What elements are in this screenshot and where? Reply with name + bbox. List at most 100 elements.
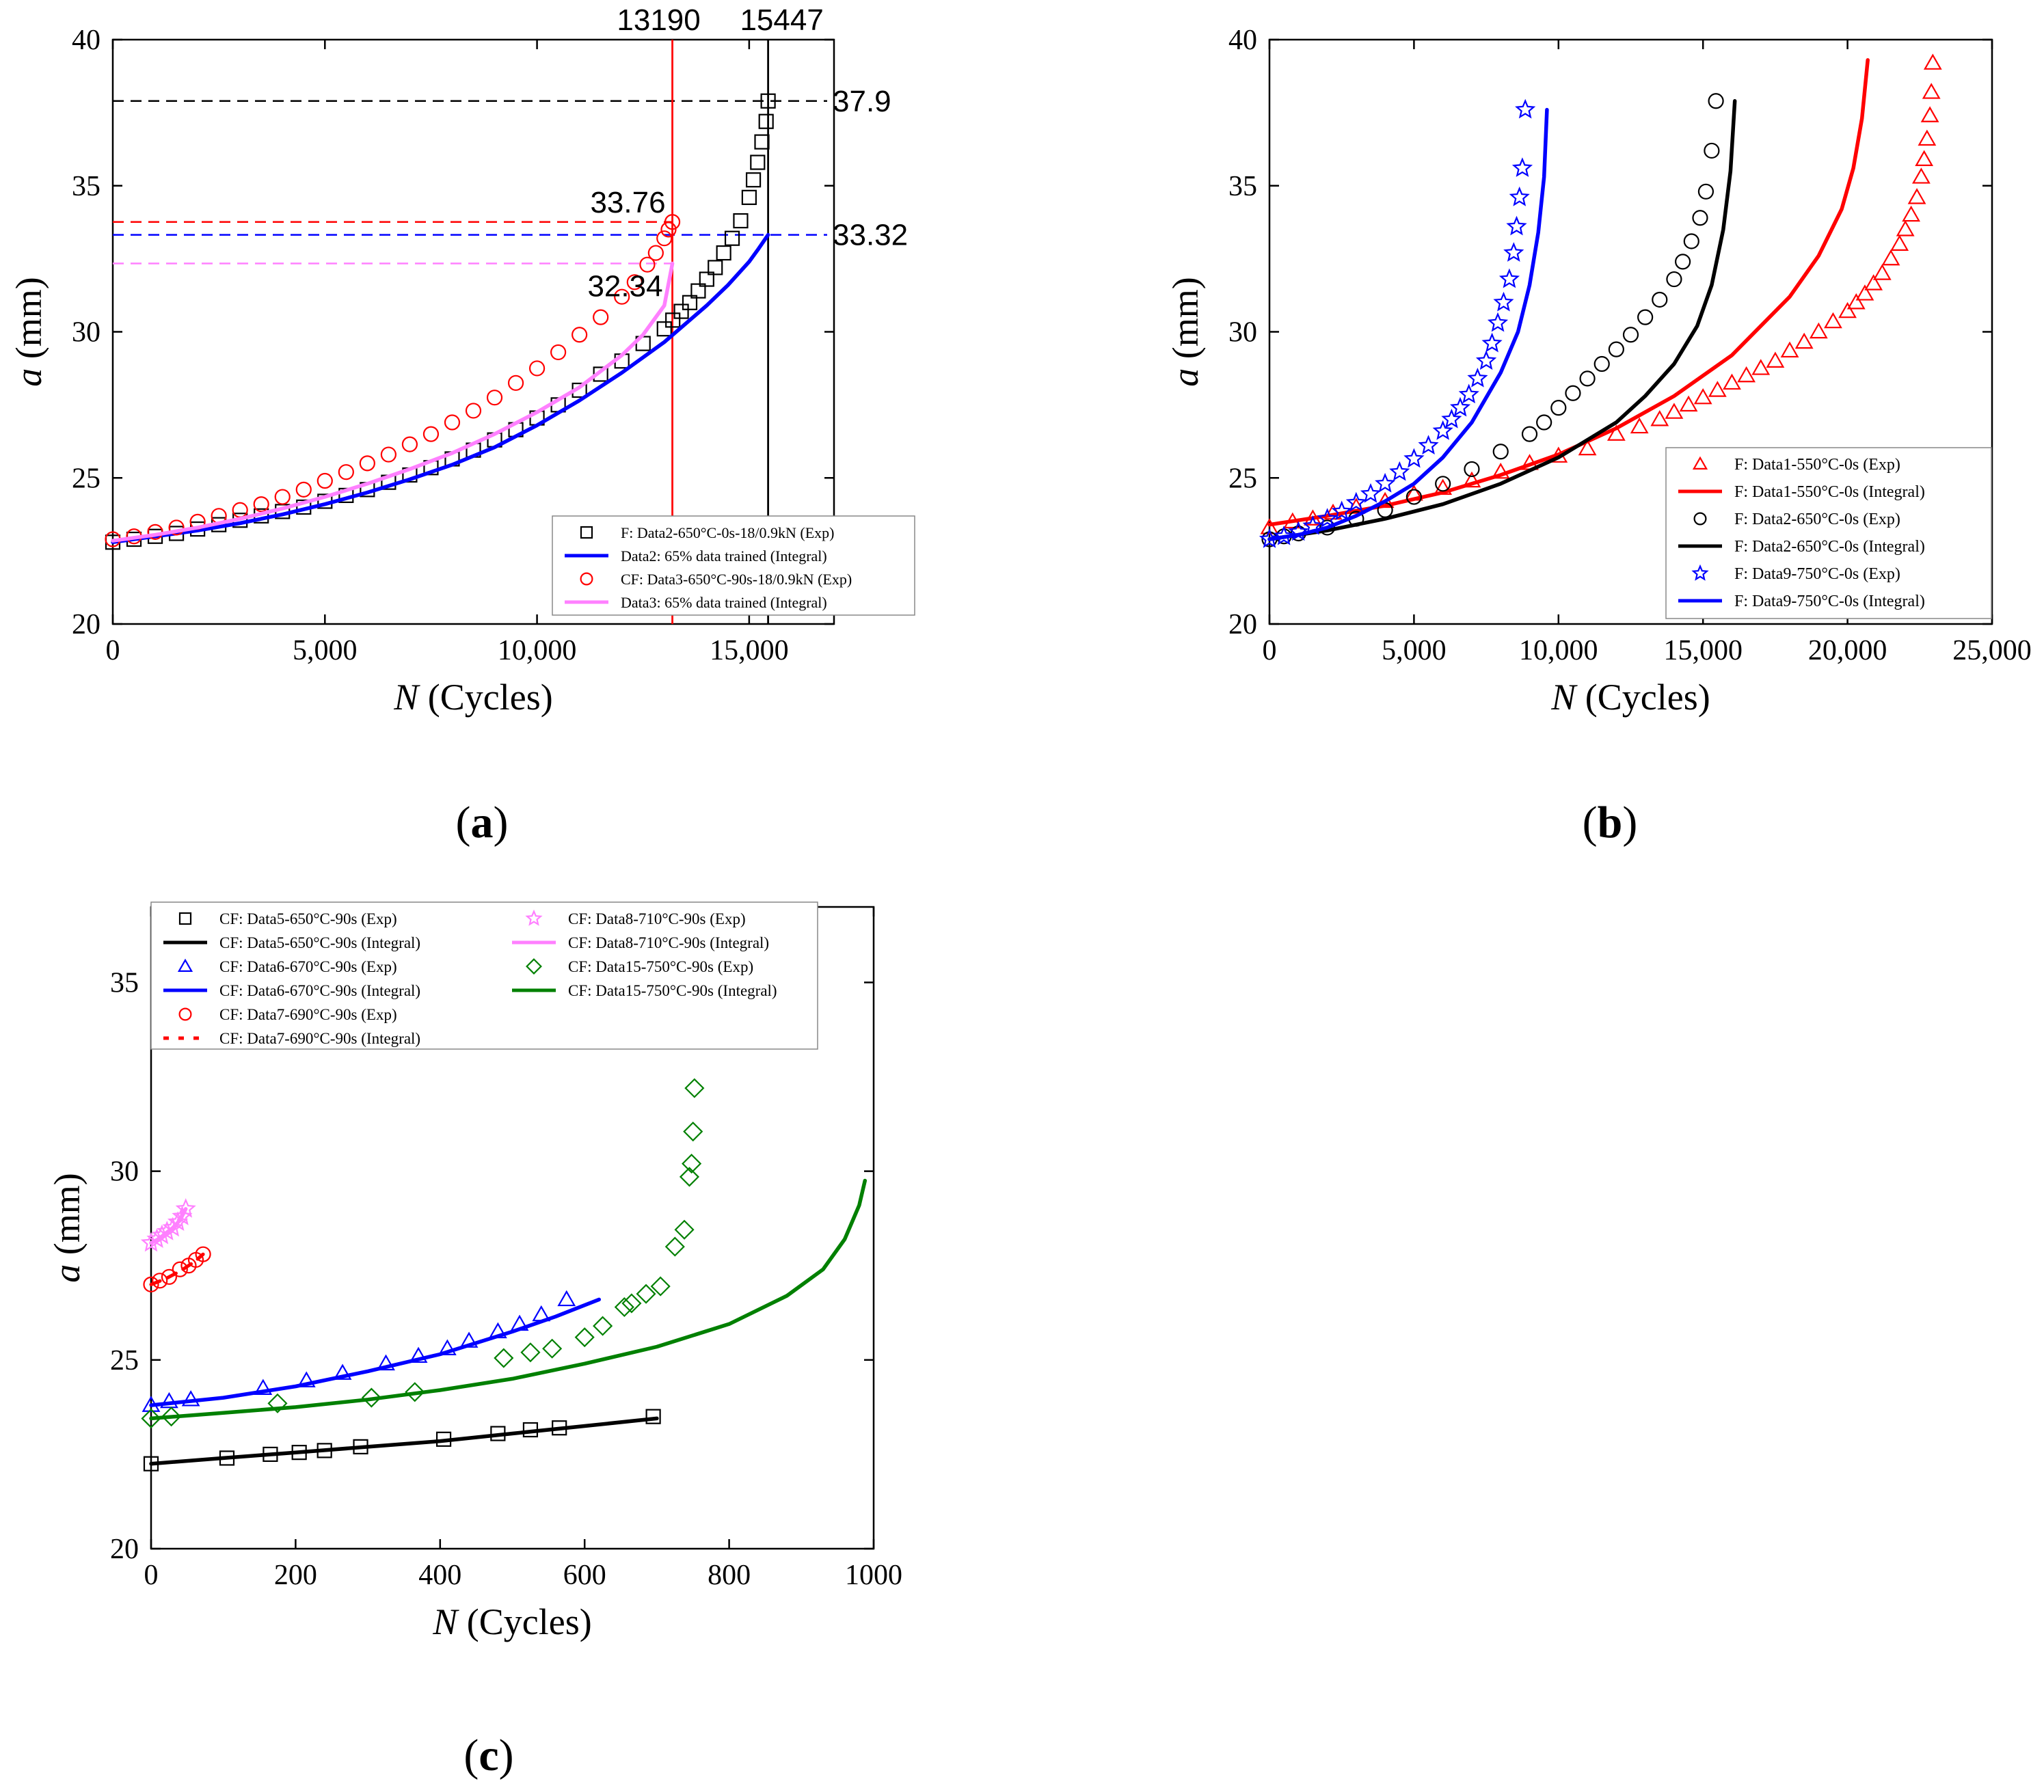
data-point — [161, 1268, 178, 1285]
reference-value-label: 32.34 — [587, 269, 662, 303]
data-point — [1498, 268, 1520, 288]
y-axis-label: a (mm) — [46, 1173, 88, 1282]
legend-entry: CF: Data6-670°C-90s (Exp) — [219, 958, 397, 975]
y-tick-label: 25 — [110, 1345, 139, 1376]
data-point — [1708, 93, 1724, 109]
data-point — [405, 1382, 425, 1402]
data-point — [1666, 271, 1682, 288]
data-point — [1418, 435, 1439, 455]
data-point — [401, 436, 418, 452]
data-point — [690, 283, 706, 299]
legend-swatch — [525, 909, 543, 926]
x-tick-label: 800 — [708, 1560, 751, 1591]
data-point — [1675, 254, 1691, 270]
data-point — [557, 1290, 576, 1307]
data-point — [1665, 403, 1684, 419]
legend: F: Data2-650°C-0s-18/0.9kN (Exp) Data2: 6… — [552, 515, 915, 616]
data-point — [716, 245, 731, 261]
x-tick-label: 15,000 — [1663, 635, 1743, 666]
data-point — [1511, 157, 1533, 177]
data-point — [699, 271, 714, 287]
data-point — [708, 260, 723, 275]
data-point — [1550, 400, 1567, 416]
legend-box — [150, 901, 818, 1050]
data-point — [1855, 284, 1874, 301]
x-tick-label: 400 — [418, 1560, 461, 1591]
legend-entry: F: Data9-750°C-0s (Integral) — [1734, 593, 1925, 610]
data-point — [1389, 461, 1410, 481]
series-line-10 — [149, 1178, 868, 1421]
data-point — [1692, 210, 1708, 226]
data-point — [682, 295, 698, 310]
x-tick-label: 0 — [1263, 635, 1277, 666]
legend-swatch — [1692, 456, 1708, 470]
x-tick-label: 10,000 — [498, 635, 577, 666]
data-point — [1441, 408, 1462, 429]
x-axis-label-symbol: N — [432, 1601, 459, 1642]
data-point — [172, 1206, 193, 1225]
y-tick-label: 40 — [72, 25, 100, 56]
data-point — [267, 1393, 288, 1413]
legend-entry: CF: Data5-650°C-90s (Integral) — [219, 934, 420, 951]
data-point — [614, 1297, 634, 1318]
legend-box — [1665, 447, 1992, 619]
x-axis-label: N (Cycles) — [1550, 677, 1710, 718]
legend: F: Data1-550°C-0s (Exp) F: Data1-550°C-0s… — [1665, 447, 1992, 619]
data-point — [621, 1293, 642, 1314]
data-point — [1435, 476, 1451, 492]
data-point — [1794, 332, 1814, 349]
series-line-8 — [149, 1207, 188, 1245]
data-point — [486, 390, 503, 406]
x-tick-label: 25,000 — [1952, 635, 2032, 666]
data-point — [1464, 461, 1480, 478]
x-tick-label: 10,000 — [1519, 635, 1598, 666]
data-point — [679, 1167, 700, 1187]
data-point — [1506, 215, 1527, 236]
data-point — [1487, 312, 1509, 332]
data-point — [733, 213, 749, 229]
data-point — [614, 288, 630, 305]
data-point — [152, 1273, 168, 1289]
data-point — [1432, 420, 1453, 440]
y-tick-label: 25 — [1228, 463, 1257, 494]
data-point — [1846, 293, 1866, 310]
legend-swatch — [178, 1007, 192, 1021]
data-point — [254, 1379, 273, 1395]
data-point — [361, 1387, 381, 1408]
data-point — [438, 1339, 457, 1355]
legend-entry: F: Data2-650°C-0s-18/0.9kN (Exp) — [621, 524, 834, 541]
data-point — [1331, 500, 1352, 521]
series-line-4 — [111, 261, 675, 543]
data-point — [550, 344, 567, 361]
data-point — [1360, 483, 1382, 503]
x-axis-label: N (Cycles) — [432, 1601, 591, 1642]
x-axis-label-symbol: N — [393, 677, 420, 718]
y-axis-label: a (mm) — [8, 277, 49, 386]
y-axis-label-unit: (mm) — [8, 277, 49, 368]
x-tick-label: 5,000 — [1382, 635, 1447, 666]
data-point — [1896, 220, 1915, 236]
data-point — [1723, 373, 1741, 390]
y-axis-label-unit: (mm) — [1165, 277, 1206, 368]
data-point — [1345, 491, 1367, 512]
data-point — [741, 189, 757, 205]
data-point — [1683, 233, 1699, 249]
legend-box — [552, 515, 915, 616]
data-point — [1317, 508, 1338, 528]
data-point — [660, 221, 677, 238]
y-axis-label-symbol: a — [8, 368, 49, 387]
data-point — [1922, 83, 1941, 99]
data-point — [542, 1338, 563, 1359]
x-tick-label: 20,000 — [1808, 635, 1887, 666]
reference-value-label: 37.9 — [833, 85, 891, 118]
legend-swatch — [580, 572, 593, 586]
legend-entry: F: Data2-650°C-0s (Exp) — [1734, 511, 1900, 528]
data-point — [1521, 426, 1538, 442]
data-point — [1650, 410, 1669, 426]
data-point — [745, 172, 762, 188]
data-point — [626, 274, 643, 290]
data-point — [1449, 396, 1471, 417]
legend-swatch — [1693, 512, 1707, 526]
data-point — [636, 1284, 656, 1304]
